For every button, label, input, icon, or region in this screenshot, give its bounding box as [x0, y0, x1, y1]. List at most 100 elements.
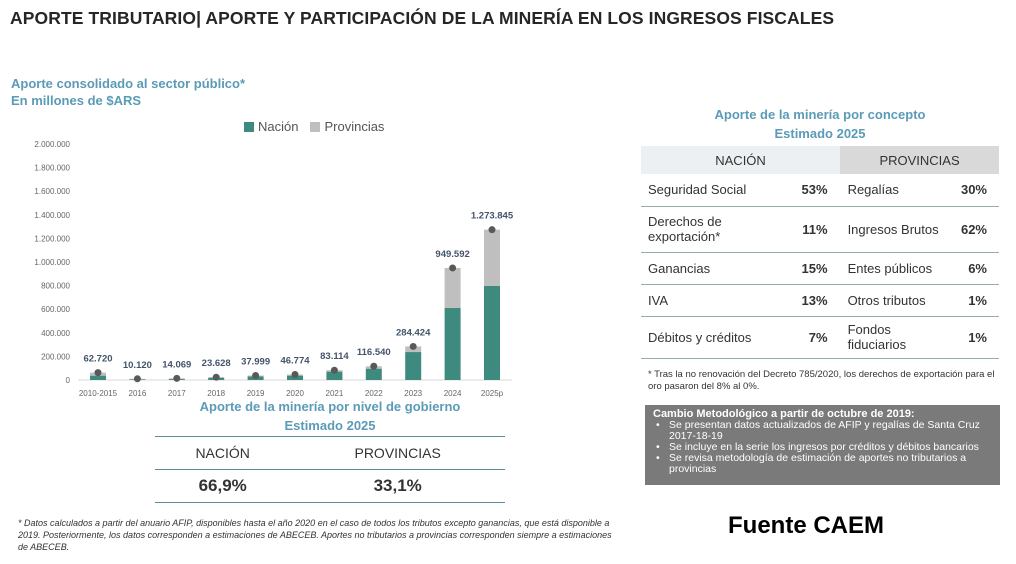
y-tick-label: 800.000	[41, 282, 70, 291]
methodology-title: Cambio Metodológico a partir de octubre …	[653, 408, 915, 420]
bar-nacion	[90, 375, 106, 380]
concept-nacion-label: IVA	[641, 284, 795, 317]
y-tick-label: 1.000.000	[34, 258, 70, 267]
concept-row: Débitos y créditos 7% Fondos fiduciarios 1%	[641, 316, 999, 359]
x-tick-label: 2018	[207, 389, 225, 398]
page-title: APORTE TRIBUTARIO| APORTE Y PARTICIPACIÓ…	[10, 8, 835, 28]
total-label: 949.592	[435, 249, 469, 260]
gov-title: Aporte de la minería por nivel de gobier…	[199, 399, 461, 433]
total-label: 116.540	[357, 347, 391, 358]
x-tick-label: 2021	[326, 389, 344, 398]
total-marker	[133, 375, 141, 383]
header-nacion: NACIÓN	[641, 146, 841, 174]
concept-row: Derechos de exportación* 11% Ingresos Brut…	[641, 206, 999, 253]
methodology-box: Cambio Metodológico a partir de octubre …	[645, 405, 1000, 485]
y-tick-label: 1.600.000	[34, 187, 70, 196]
concept-nacion-label: Ganancias	[641, 252, 795, 285]
gov-val-nacion: 66,9%	[155, 469, 291, 503]
total-marker	[409, 342, 417, 350]
total-marker	[488, 226, 496, 234]
total-label: 1.273.845	[471, 211, 514, 222]
concept-prov-pct: 6%	[953, 252, 999, 285]
concept-row: IVA 13% Otros tributos 1%	[641, 284, 999, 317]
x-tick-label: 2019	[247, 389, 265, 398]
total-label: 83.114	[320, 351, 349, 362]
chart-legend: Nación Provincias	[244, 119, 384, 134]
y-tick-label: 1.200.000	[34, 234, 70, 243]
total-marker	[330, 366, 338, 374]
methodology-item: Se presentan datos actualizados de AFIP …	[653, 420, 992, 442]
concept-nacion-pct: 11%	[794, 206, 841, 253]
concept-row: Seguridad Social 53% Regalías 30%	[641, 174, 999, 207]
total-marker	[212, 373, 220, 381]
y-tick-label: 200.000	[41, 352, 70, 361]
total-marker	[291, 370, 299, 378]
x-tick-label: 2020	[286, 389, 304, 398]
concept-table: NACIÓN PROVINCIAS Seguridad Social 53% Rega…	[641, 146, 999, 359]
legend-nacion: Nación	[244, 119, 298, 134]
total-label: 62.720	[83, 354, 112, 365]
bar-nacion	[484, 285, 500, 380]
concept-title: Aporte de la minería por concepto Estimad…	[714, 107, 926, 141]
gov-head-provincias: PROVINCIAS	[290, 436, 505, 470]
x-tick-label: 2022	[365, 389, 383, 398]
footnote: * Datos calculados a partir del anuario …	[18, 518, 612, 552]
y-tick-label: 1.800.000	[34, 164, 70, 173]
methodology-item: Se incluye en la serie los ingresos por …	[653, 442, 992, 454]
concept-prov-label: Regalías	[840, 174, 954, 207]
concept-nacion-label: Derechos de exportación*	[641, 206, 795, 253]
bar-nacion	[326, 371, 343, 380]
concept-nacion-pct: 53%	[794, 174, 841, 207]
concept-prov-pct: 1%	[953, 316, 999, 359]
gov-val-provincias: 33,1%	[290, 469, 505, 503]
x-tick-label: 2023	[404, 389, 422, 398]
total-marker	[173, 374, 181, 382]
x-tick-label: 2024	[444, 389, 462, 398]
concept-nacion-pct: 15%	[794, 252, 841, 285]
total-marker	[94, 369, 102, 377]
concept-nacion-label: Seguridad Social	[641, 174, 795, 207]
concept-prov-label: Otros tributos	[840, 284, 954, 317]
total-marker	[252, 372, 260, 380]
y-tick-label: 400.000	[41, 329, 70, 338]
source-label: Fuente CAEM	[728, 512, 884, 539]
concept-prov-pct: 1%	[953, 284, 999, 317]
x-tick-label: 2025p	[481, 389, 504, 398]
total-marker	[449, 264, 457, 272]
gov-table: NACIÓN PROVINCIAS 66,9% 33,1%	[155, 436, 505, 503]
x-tick-label: 2010-2015	[79, 389, 118, 398]
total-label: 46.774	[280, 355, 310, 366]
y-tick-label: 600.000	[41, 305, 70, 314]
concept-note: * Tras la no renovación del Decreto 785/…	[648, 369, 995, 392]
gov-head-nacion: NACIÓN	[155, 436, 291, 470]
stacked-bar-chart: 0 200.000 400.000 600.000 800.000 1.000.000 1.…	[34, 140, 514, 398]
concept-prov-label: Entes públicos	[840, 252, 954, 285]
concept-prov-pct: 30%	[953, 174, 999, 207]
concept-nacion-label: Débitos y créditos	[641, 316, 795, 359]
header-provincias: PROVINCIAS	[840, 146, 999, 174]
total-marker	[370, 362, 378, 370]
concept-prov-label: Ingresos Brutos	[840, 206, 954, 253]
bar-provincias	[444, 267, 461, 309]
x-tick-label: 2017	[168, 389, 186, 398]
concept-nacion-pct: 7%	[794, 316, 841, 359]
chart-title: Aporte consolidado al sector público*	[11, 76, 246, 91]
y-tick-label: 2.000.000	[34, 140, 70, 149]
x-tick-label: 2016	[129, 389, 147, 398]
legend-provincias: Provincias	[310, 119, 384, 134]
y-tick-label: 1.400.000	[34, 211, 70, 220]
y-tick-label: 0	[66, 376, 71, 385]
total-label: 23.628	[202, 358, 231, 369]
total-label: 284.424	[396, 327, 431, 338]
total-label: 14.069	[162, 359, 191, 370]
bar-provincias	[484, 229, 500, 286]
total-label: 37.999	[241, 357, 270, 368]
bar-nacion	[444, 308, 461, 380]
concept-prov-pct: 62%	[953, 206, 999, 253]
bar-nacion	[405, 352, 422, 380]
total-label: 10.120	[123, 360, 152, 371]
chart-subtitle: En millones de $ARS	[11, 93, 142, 108]
concept-prov-label: Fondos fiduciarios	[840, 316, 954, 359]
bar-nacion	[365, 368, 382, 380]
concept-nacion-pct: 13%	[794, 284, 841, 317]
